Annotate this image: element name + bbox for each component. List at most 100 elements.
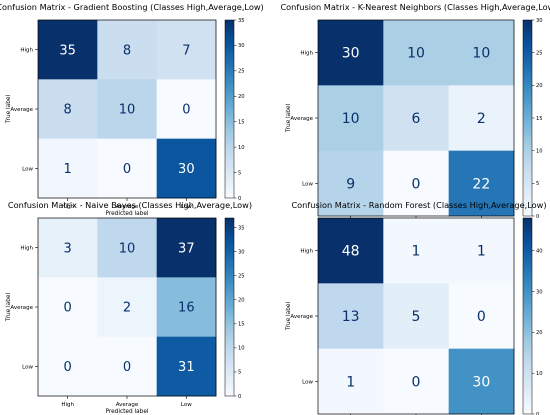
matrix-cell: [383, 20, 450, 86]
y-axis-label: True label: [286, 302, 292, 332]
colorbar-tick-label: 10: [238, 145, 245, 151]
colorbar-tick-label: 25: [536, 50, 543, 56]
chart-title: Confusion Matrix - Naive Bayes (Classes …: [8, 200, 252, 210]
colorbar-tick-label: 40: [536, 248, 543, 254]
colorbar-tick-label: 25: [238, 69, 245, 75]
colorbar-tick-label: 30: [238, 249, 245, 255]
y-axis-label: True label: [6, 95, 12, 125]
matrix-cell: [448, 283, 515, 350]
colorbar-tick-label: 20: [238, 298, 245, 304]
colorbar-tick-label: 10: [238, 346, 245, 352]
matrix-cell: [156, 277, 217, 338]
x-axis-label: Predicted label: [105, 409, 148, 415]
y-tick-label: Low: [22, 166, 33, 172]
matrix-cell: [38, 277, 98, 338]
colorbar-tick-label: 10: [536, 371, 543, 377]
colorbar-tick-label: 30: [238, 43, 245, 49]
colorbar-tick-label: 30: [536, 289, 543, 295]
cell-value-label: 8: [123, 43, 131, 58]
colorbar: [224, 19, 235, 199]
y-tick-label: Average: [10, 107, 33, 113]
cell-value-label: 16: [178, 301, 195, 316]
colorbar: [224, 217, 235, 397]
y-tick-label: Average: [290, 116, 313, 122]
cell-value-label: 30: [472, 374, 490, 390]
y-tick-label: Average: [290, 314, 313, 320]
matrix-cell: [448, 85, 515, 152]
matrix-cell: [156, 79, 217, 140]
confusion-matrix-panel-1: Confusion Matrix - Gradient Boosting (Cl…: [0, 2, 264, 217]
cell-value-label: 0: [182, 103, 190, 118]
y-tick-label: High: [300, 51, 313, 57]
colorbar-tick-label: 35: [238, 18, 245, 24]
matrix-cell: [448, 348, 515, 415]
cell-value-label: 1: [346, 374, 355, 390]
matrix-cell: [156, 218, 217, 278]
matrix-cell: [97, 277, 158, 338]
x-tick-label: Average: [116, 402, 139, 408]
colorbar-tick-label: 25: [238, 274, 245, 280]
cell-value-label: 13: [342, 309, 360, 325]
confusion-matrix-panel-4: Confusion Matrix - Random Forest (Classe…: [286, 200, 547, 415]
y-tick-label: Low: [302, 379, 313, 385]
colorbar-tick-label: 35: [238, 225, 245, 231]
matrix-cell: [318, 348, 384, 415]
matrix-cell: [383, 150, 450, 217]
matrix-cell: [97, 336, 158, 397]
y-tick-label: High: [20, 48, 33, 54]
x-tick-label: Low: [181, 402, 192, 408]
colorbar-tick-label: 0: [536, 412, 539, 415]
cell-value-label: 22: [472, 176, 490, 192]
cell-value-label: 7: [182, 43, 190, 58]
colorbar-tick-label: 5: [536, 181, 539, 187]
cell-value-label: 0: [477, 309, 486, 325]
colorbar-tick-label: 15: [238, 120, 245, 126]
colorbar-tick-label: 20: [238, 94, 245, 100]
matrix-cell: [448, 20, 515, 86]
y-tick-label: Low: [22, 364, 33, 370]
colorbar: [522, 217, 533, 415]
cell-value-label: 37: [178, 241, 195, 256]
cell-value-label: 30: [342, 46, 360, 62]
cell-value-label: 48: [342, 244, 360, 260]
y-axis-label: True label: [286, 104, 292, 134]
cell-value-label: 0: [412, 176, 421, 192]
colorbar-tick-label: 10: [536, 148, 543, 154]
x-tick-label: High: [61, 402, 74, 408]
cell-value-label: 1: [64, 162, 72, 177]
matrix-cell: [156, 138, 217, 199]
matrix-cell: [383, 283, 450, 350]
chart-title: Confusion Matrix - K-Nearest Neighbors (…: [280, 2, 550, 12]
cell-value-label: 35: [59, 43, 76, 58]
matrix-cell: [156, 336, 217, 397]
cell-value-label: 2: [123, 301, 131, 316]
cell-value-label: 0: [412, 374, 421, 390]
colorbar: [522, 19, 533, 217]
matrix-cell: [97, 20, 158, 80]
x-tick-label: Low: [181, 204, 192, 210]
cell-value-label: 10: [119, 241, 136, 256]
cell-value-label: 0: [123, 162, 131, 177]
cell-value-label: 8: [64, 103, 72, 118]
colorbar-tick-label: 20: [536, 83, 543, 89]
y-tick-label: High: [300, 249, 313, 255]
matrix-cell: [97, 218, 158, 278]
matrix-cell: [38, 79, 98, 140]
matrix-cell: [448, 150, 515, 217]
matrix-cell: [38, 138, 98, 199]
matrix-cell: [383, 85, 450, 152]
cell-value-label: 31: [178, 360, 195, 375]
colorbar-tick-label: 0: [238, 196, 241, 202]
colorbar-tick-label: 0: [238, 394, 241, 400]
matrix-cell: [38, 20, 98, 80]
matrix-cell: [383, 348, 450, 415]
colorbar-tick-label: 0: [536, 214, 539, 220]
cell-value-label: 1: [477, 244, 486, 260]
colorbar-tick-label: 5: [238, 370, 241, 376]
chart-title: Confusion Matrix - Gradient Boosting (Cl…: [0, 2, 264, 12]
cell-value-label: 0: [64, 360, 72, 375]
matrix-cell: [318, 85, 384, 152]
matrix-cell: [318, 283, 384, 350]
y-tick-label: High: [20, 246, 33, 252]
